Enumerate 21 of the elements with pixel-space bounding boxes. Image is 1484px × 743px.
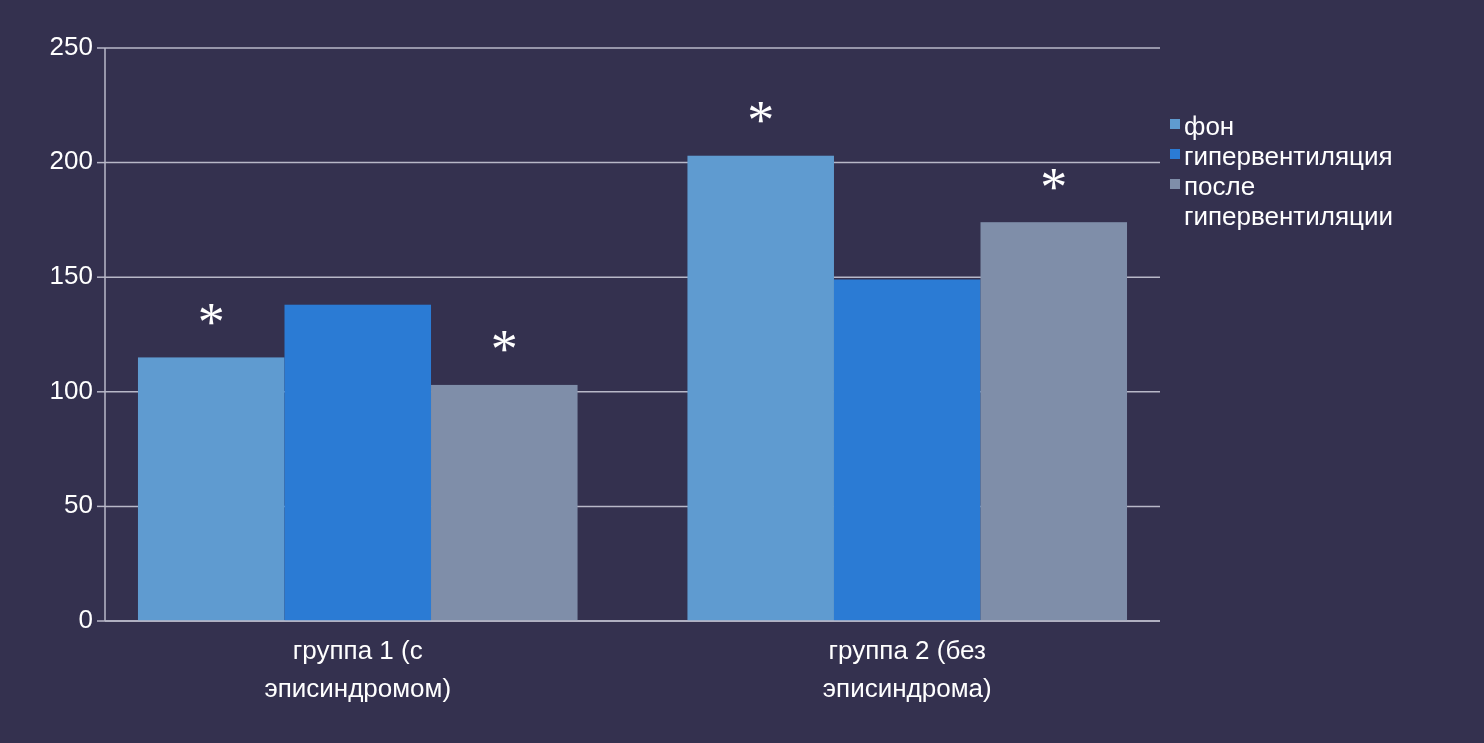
bar bbox=[284, 304, 432, 621]
bar bbox=[833, 279, 981, 621]
bar bbox=[687, 155, 834, 621]
bar bbox=[137, 357, 285, 621]
y-tick-label: 0 bbox=[78, 603, 93, 634]
x-tick-label: группа 1 (с эписиндромом) bbox=[264, 635, 452, 703]
annotation: * bbox=[197, 291, 225, 352]
y-tick-label: 100 bbox=[49, 374, 93, 405]
y-tick-label: 200 bbox=[49, 145, 93, 176]
annotation: * bbox=[1040, 156, 1068, 217]
annotation: * bbox=[747, 90, 775, 151]
y-tick-label: 150 bbox=[49, 260, 93, 291]
y-tick-label: 250 bbox=[49, 30, 93, 61]
legend-label: гипервентиляция bbox=[1184, 140, 1393, 171]
bar bbox=[431, 384, 578, 621]
legend-label: фон bbox=[1184, 110, 1235, 141]
y-tick-label: 50 bbox=[64, 489, 93, 520]
x-tick-label: группа 2 (без эписиндрома) bbox=[822, 635, 992, 703]
legend-label: после гипервентиляции bbox=[1184, 170, 1393, 231]
annotation: * bbox=[490, 319, 518, 380]
bar bbox=[980, 222, 1128, 621]
